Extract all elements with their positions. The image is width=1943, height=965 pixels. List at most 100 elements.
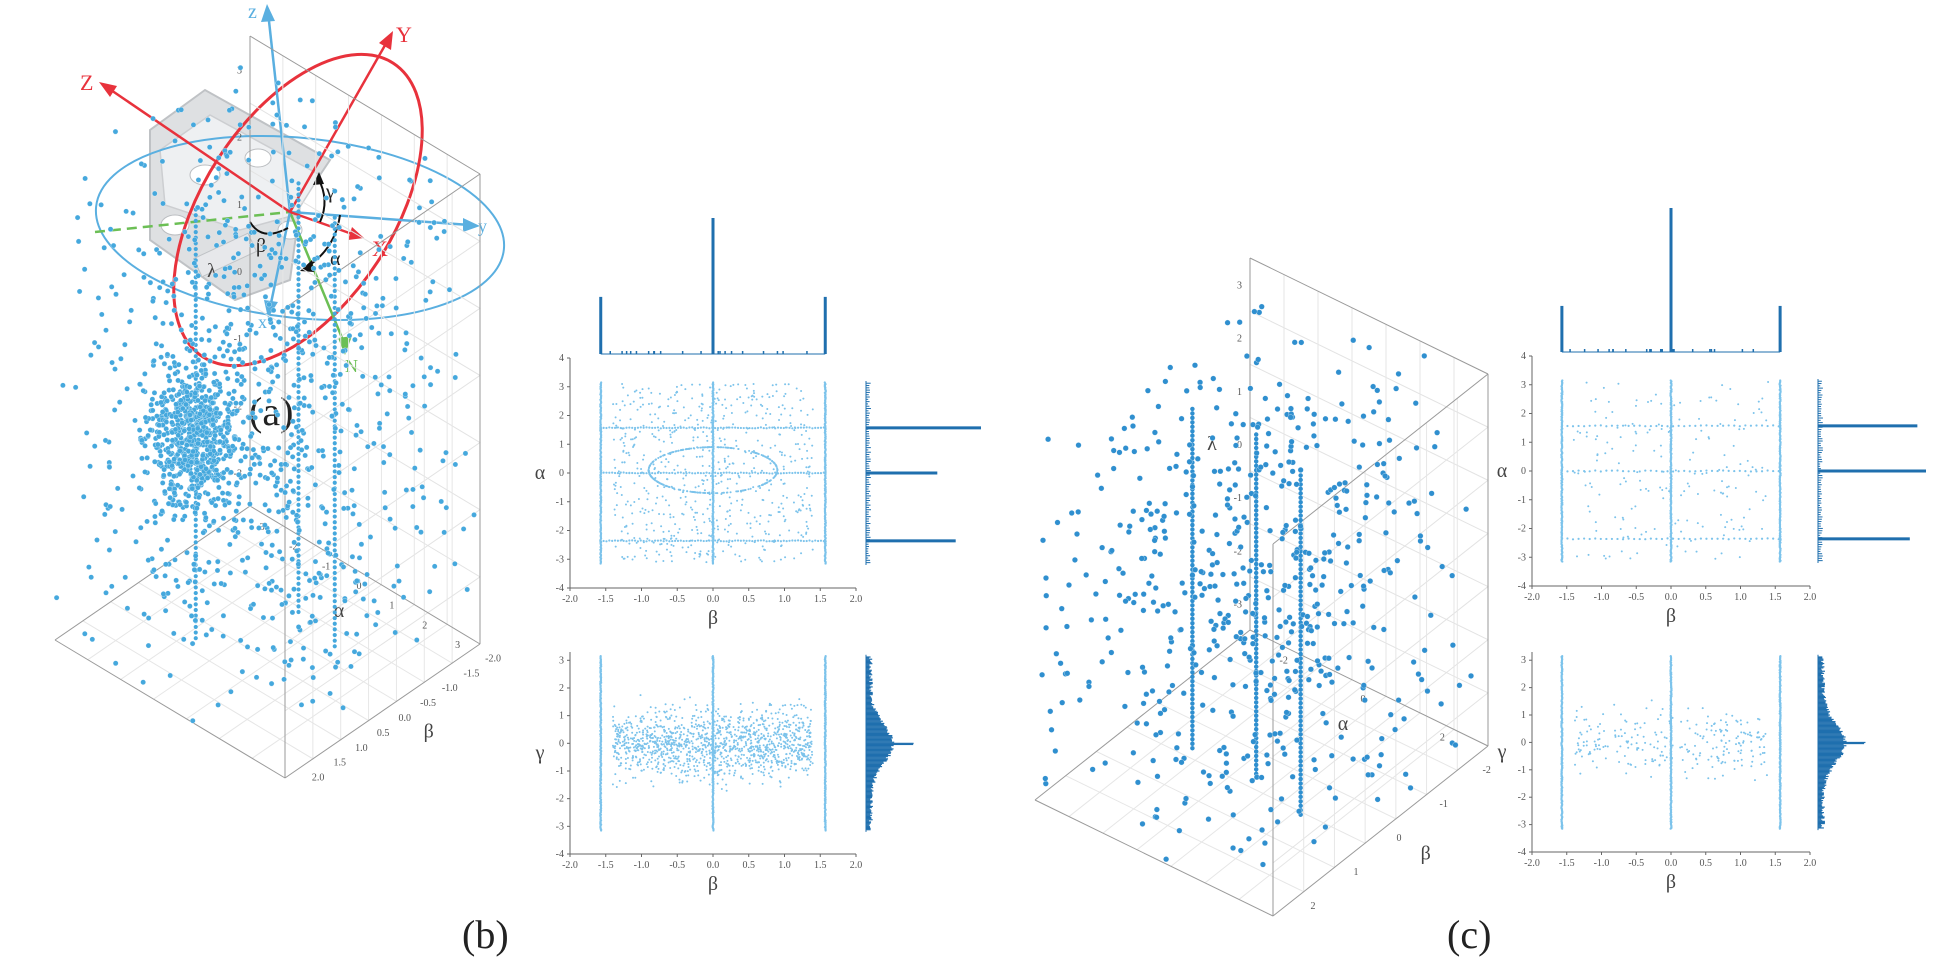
data-point <box>780 413 783 416</box>
data-point <box>751 450 754 453</box>
data-point <box>716 429 719 432</box>
data-point <box>730 404 733 407</box>
data-point <box>799 426 803 429</box>
data-point <box>698 555 701 558</box>
data-point <box>332 260 337 265</box>
right-histogram-bar <box>866 385 870 387</box>
data-point <box>758 744 761 747</box>
data-point <box>171 307 177 314</box>
data-point <box>257 472 263 478</box>
data-point <box>248 518 255 524</box>
data-point <box>759 487 762 490</box>
data-point <box>116 399 123 405</box>
data-point <box>768 396 771 399</box>
data-point <box>669 708 672 711</box>
data-point <box>719 540 722 543</box>
data-point <box>349 553 356 560</box>
Z-axis-line <box>107 86 291 214</box>
x-tick-label: -0.5 <box>669 860 685 871</box>
data-point <box>706 704 709 707</box>
data-point <box>296 316 301 321</box>
data-point <box>226 480 232 486</box>
data-point <box>768 480 771 483</box>
data-point <box>232 436 238 442</box>
data-point <box>224 466 230 473</box>
right-histogram-bar <box>866 465 870 467</box>
data-point <box>636 426 640 429</box>
data-point <box>805 532 808 535</box>
data-point <box>764 423 767 426</box>
data-point <box>224 424 231 431</box>
data-point <box>666 542 669 545</box>
data-point <box>213 467 220 473</box>
right-histogram-bar <box>866 555 871 557</box>
right-histogram-bar <box>866 463 869 465</box>
data-point <box>180 636 187 643</box>
data-point <box>811 427 814 430</box>
data-point <box>171 456 177 462</box>
data-point <box>339 196 346 203</box>
data-point <box>162 573 168 579</box>
right-histogram-bar <box>866 424 869 426</box>
data-point <box>717 461 720 464</box>
data-point <box>669 551 672 554</box>
data-point <box>211 581 218 587</box>
data-point <box>629 764 632 767</box>
data-point <box>667 530 670 533</box>
data-point <box>215 155 222 161</box>
data-point <box>266 507 272 514</box>
data-point <box>152 190 158 197</box>
data-point <box>358 428 364 435</box>
data-point <box>614 416 617 419</box>
data-point <box>205 117 211 123</box>
data-point <box>279 601 285 608</box>
data-point <box>710 766 713 769</box>
data-point <box>685 539 688 543</box>
data-point <box>106 464 113 470</box>
data-point <box>698 405 701 408</box>
data-point <box>751 535 754 538</box>
data-point <box>748 426 751 430</box>
data-point <box>623 444 626 447</box>
data-point <box>817 426 820 429</box>
right-histogram-bar <box>866 472 870 474</box>
data-point <box>784 392 787 395</box>
data-point <box>91 443 98 449</box>
data-point <box>641 471 644 474</box>
data-point <box>296 480 301 485</box>
data-point <box>711 492 714 495</box>
data-point <box>325 550 331 556</box>
beta-tick-label: 0.5 <box>377 728 390 739</box>
y-tick-label: 3 <box>559 382 564 393</box>
data-point <box>282 489 288 496</box>
data-point <box>224 290 231 297</box>
data-point <box>112 366 118 372</box>
data-point <box>286 593 292 599</box>
data-point <box>101 245 107 251</box>
data-point <box>780 453 783 456</box>
data-point <box>164 437 171 443</box>
data-point <box>750 404 753 407</box>
data-point <box>184 389 190 395</box>
top-histogram-bar <box>681 351 684 354</box>
data-point <box>753 395 756 398</box>
data-point <box>433 235 440 241</box>
data-point <box>701 455 704 458</box>
data-point <box>735 490 738 493</box>
data-point <box>656 739 659 742</box>
data-point <box>732 447 735 450</box>
label-x-axis: x <box>258 312 267 332</box>
data-point <box>631 539 634 542</box>
right-histogram-bar <box>866 539 956 543</box>
data-point <box>206 337 212 343</box>
data-point <box>811 762 814 765</box>
data-point <box>779 781 782 784</box>
data-point <box>332 288 337 294</box>
data-point <box>296 395 301 400</box>
data-point <box>789 740 792 743</box>
data-point <box>642 403 645 406</box>
data-point <box>788 752 791 755</box>
data-point <box>779 472 783 475</box>
data-point <box>749 715 752 718</box>
y-tick-label: -3 <box>556 554 564 565</box>
